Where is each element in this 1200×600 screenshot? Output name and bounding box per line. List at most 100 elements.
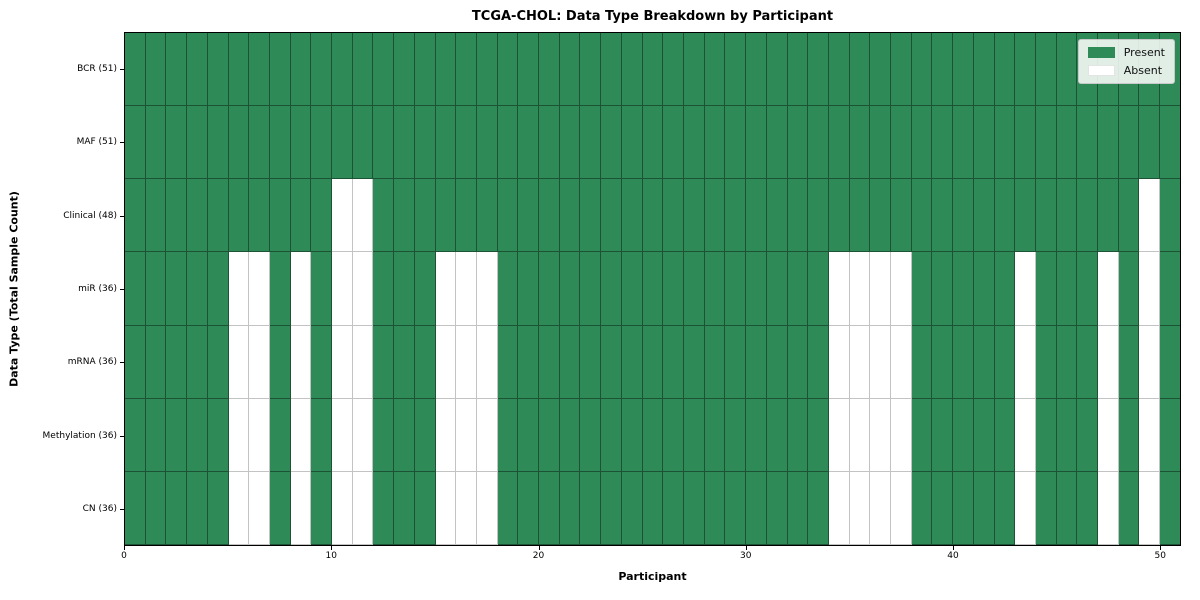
cell-clinical-p23-present [601, 179, 622, 253]
cell-bcr-p11-present [352, 33, 374, 107]
cell-cn-p47-absent [1098, 471, 1119, 545]
cell-clinical-p32-present [787, 179, 809, 253]
cell-bcr-p1-present [145, 33, 167, 107]
x-tick-label-20: 20 [532, 551, 545, 561]
cell-mrna-p4-present [207, 325, 229, 399]
y-tick-label-clinical: Clinical (48) [63, 210, 117, 221]
cell-mir-p8-absent [290, 252, 312, 326]
cell-methylation-p41-present [973, 398, 995, 472]
cell-mir-p32-present [787, 252, 809, 326]
cell-cn-p22-present [580, 471, 602, 545]
cell-methylation-p18-present [497, 398, 519, 472]
x-tick-label-0: 0 [121, 551, 127, 561]
cell-mrna-p44-present [1035, 325, 1057, 399]
cell-mrna-p43-absent [1015, 325, 1036, 399]
cell-mrna-p25-present [642, 325, 664, 399]
cell-cn-p15-absent [435, 471, 457, 545]
matrix-row-mrna [125, 325, 1180, 399]
cell-bcr-p16-present [456, 33, 477, 107]
cell-clinical-p10-absent [332, 179, 353, 253]
cell-mir-p10-absent [332, 252, 353, 326]
cell-mrna-p19-present [518, 325, 540, 399]
cell-bcr-p2-present [166, 33, 188, 107]
y-tickmark-clinical [120, 215, 124, 217]
cell-mrna-p36-absent [870, 325, 892, 399]
cell-maf-p34-present [828, 106, 850, 180]
cell-mrna-p1-present [145, 325, 167, 399]
cell-bcr-p21-present [559, 33, 581, 107]
y-tickmark-maf [120, 142, 124, 144]
cell-cn-p27-present [683, 471, 705, 545]
cell-bcr-p18-present [497, 33, 519, 107]
cell-cn-p18-present [497, 471, 519, 545]
cell-bcr-p30-present [746, 33, 767, 107]
cell-methylation-p42-present [994, 398, 1016, 472]
cell-bcr-p40-present [953, 33, 974, 107]
cell-clinical-p14-present [414, 179, 436, 253]
cell-cn-p28-present [704, 471, 726, 545]
x-tick-label-30: 30 [740, 551, 752, 561]
cell-mir-p16-absent [456, 252, 477, 326]
cell-clinical-p43-present [1015, 179, 1036, 253]
cell-mrna-p46-present [1077, 325, 1099, 399]
y-tickmark-mir [120, 289, 124, 290]
cell-mrna-p32-present [787, 325, 809, 399]
cell-mir-p39-present [932, 252, 954, 326]
cell-mrna-p33-present [808, 325, 829, 399]
cell-methylation-p4-present [207, 398, 229, 472]
cell-cn-p42-present [994, 471, 1016, 545]
cell-methylation-p10-absent [332, 398, 353, 472]
chart-title: TCGA-CHOL: Data Type Breakdown by Partic… [471, 9, 834, 24]
cell-methylation-p1-present [145, 398, 167, 472]
cell-maf-p2-present [166, 106, 188, 180]
cell-mir-p19-present [518, 252, 540, 326]
x-tick-label-50: 50 [1154, 551, 1166, 561]
cell-methylation-p47-absent [1098, 398, 1119, 472]
cell-bcr-p38-present [911, 33, 933, 107]
cell-cn-p19-present [518, 471, 540, 545]
cell-clinical-p29-present [725, 179, 747, 253]
cell-methylation-p27-present [683, 398, 705, 472]
cell-maf-p20-present [539, 106, 560, 180]
cell-cn-p50-present [1160, 471, 1180, 545]
cell-mrna-p50-present [1160, 325, 1180, 399]
cell-methylation-p46-present [1077, 398, 1099, 472]
cell-methylation-p3-present [187, 398, 208, 472]
cell-mrna-p41-present [973, 325, 995, 399]
cell-maf-p16-present [456, 106, 477, 180]
cell-mrna-p20-present [539, 325, 560, 399]
cell-mir-p24-present [621, 252, 643, 326]
cell-maf-p36-present [870, 106, 892, 180]
cell-methylation-p28-present [704, 398, 726, 472]
cell-methylation-p6-absent [249, 398, 270, 472]
cell-maf-p29-present [725, 106, 747, 180]
cell-mrna-p28-present [704, 325, 726, 399]
cell-maf-p13-present [394, 106, 415, 180]
cell-mir-p45-present [1056, 252, 1078, 326]
cell-clinical-p24-present [621, 179, 643, 253]
cell-mrna-p26-present [663, 325, 684, 399]
cell-cn-p35-absent [849, 471, 871, 545]
cell-mrna-p18-present [497, 325, 519, 399]
cell-mrna-p23-present [601, 325, 622, 399]
cell-cn-p6-absent [249, 471, 270, 545]
cell-clinical-p44-present [1035, 179, 1057, 253]
cell-methylation-p36-absent [870, 398, 892, 472]
cell-mrna-p35-absent [849, 325, 871, 399]
cell-cn-p4-present [207, 471, 229, 545]
cell-methylation-p14-present [414, 398, 436, 472]
cell-methylation-p2-present [166, 398, 188, 472]
cell-maf-p22-present [580, 106, 602, 180]
cell-maf-p14-present [414, 106, 436, 180]
cell-mir-p0-present [125, 252, 146, 326]
cell-mir-p25-present [642, 252, 664, 326]
cell-mrna-p7-present [269, 325, 291, 399]
x-tickmark-10 [331, 546, 333, 550]
cell-clinical-p13-present [394, 179, 415, 253]
cell-clinical-p36-present [870, 179, 892, 253]
cell-mir-p1-present [145, 252, 167, 326]
cell-cn-p32-present [787, 471, 809, 545]
cell-mir-p48-present [1118, 252, 1140, 326]
cell-bcr-p42-present [994, 33, 1016, 107]
